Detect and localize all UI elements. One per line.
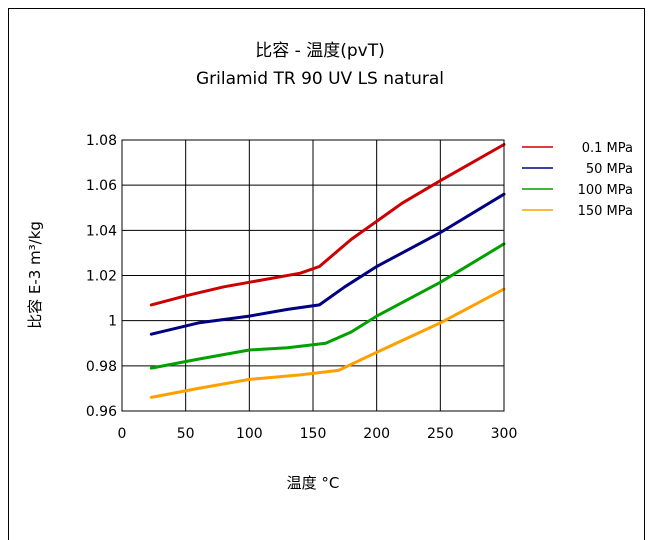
series-line (149, 143, 506, 307)
chart-title: 比容 - 温度(pvT) (255, 41, 384, 61)
y-tick-label: 0.98 (86, 359, 117, 375)
legend-label: 100 MPa (578, 183, 633, 198)
grid (121, 139, 505, 412)
y-tick-label: 1.08 (86, 133, 117, 149)
x-tick-labels: 0 50 100 150 200 250 300 (118, 426, 518, 442)
y-tick-label: 1.04 (86, 223, 117, 239)
x-tick-label: 50 (177, 426, 195, 442)
x-tick-label: 200 (363, 426, 390, 442)
series-line (149, 287, 506, 399)
y-tick-labels: 0.96 0.98 1 1.02 1.04 1.06 1.08 (86, 133, 117, 420)
series-lines (149, 143, 506, 399)
legend-label: 50 MPa (586, 162, 633, 177)
chart-subtitle: Grilamid TR 90 UV LS natural (196, 69, 444, 89)
plot-area-border (121, 139, 505, 412)
legend-label: 150 MPa (578, 204, 633, 219)
chart-frame (8, 8, 645, 540)
x-tick-label: 300 (491, 426, 518, 442)
x-tick-label: 100 (236, 426, 263, 442)
y-tick-label: 0.96 (86, 404, 117, 420)
y-tick-label: 1.02 (86, 269, 117, 285)
legend-label: 0.1 MPa (582, 141, 633, 156)
x-tick-label: 150 (300, 426, 327, 442)
y-tick-label: 1.06 (86, 178, 117, 194)
legend: 0.1 MPa 50 MPa 100 MPa 150 MPa (522, 141, 633, 219)
y-tick-label: 1 (108, 314, 117, 330)
series-line (149, 192, 506, 336)
x-axis-label: 温度 °C (287, 474, 340, 492)
x-tick-label: 250 (427, 426, 454, 442)
series-line (149, 242, 506, 370)
y-axis-label: 比容 E-3 m³/kg (26, 221, 44, 329)
x-tick-label: 0 (118, 426, 127, 442)
